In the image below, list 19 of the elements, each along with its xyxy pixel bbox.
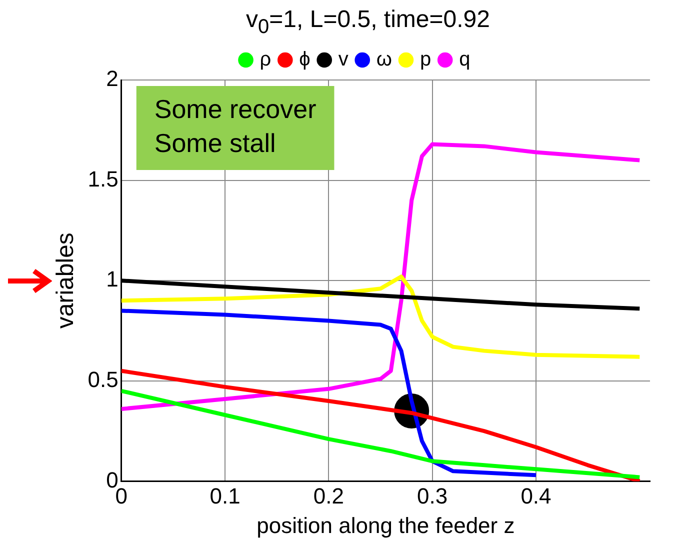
legend-label: q	[459, 48, 470, 71]
chart-title: v$_{0}$=1, L=0.5, time=0.92	[245, 5, 491, 40]
legend-label: p	[420, 48, 432, 71]
x-tick-label: 0.1	[210, 483, 240, 508]
x-tick-label: 0.3	[417, 483, 448, 508]
y-tick-label: 1	[106, 266, 118, 292]
legend-label: ρ	[260, 48, 272, 71]
legend-label: v	[338, 48, 348, 71]
annotation: Some stall	[154, 128, 276, 158]
annotation: Some recover	[154, 94, 317, 124]
y-tick-label: 1.5	[88, 166, 118, 192]
y-tick-label: 0.5	[88, 366, 118, 392]
x-tick-label: 0.4	[520, 483, 552, 508]
legend-label: ϕ	[299, 48, 310, 71]
y-tick-label: 2	[106, 66, 118, 92]
legend-label: ω	[376, 48, 392, 71]
x-tick-label: 0.2	[313, 483, 344, 508]
y-axis-title: variables	[52, 232, 80, 329]
x-axis-title: position along the feeder z	[256, 512, 515, 538]
